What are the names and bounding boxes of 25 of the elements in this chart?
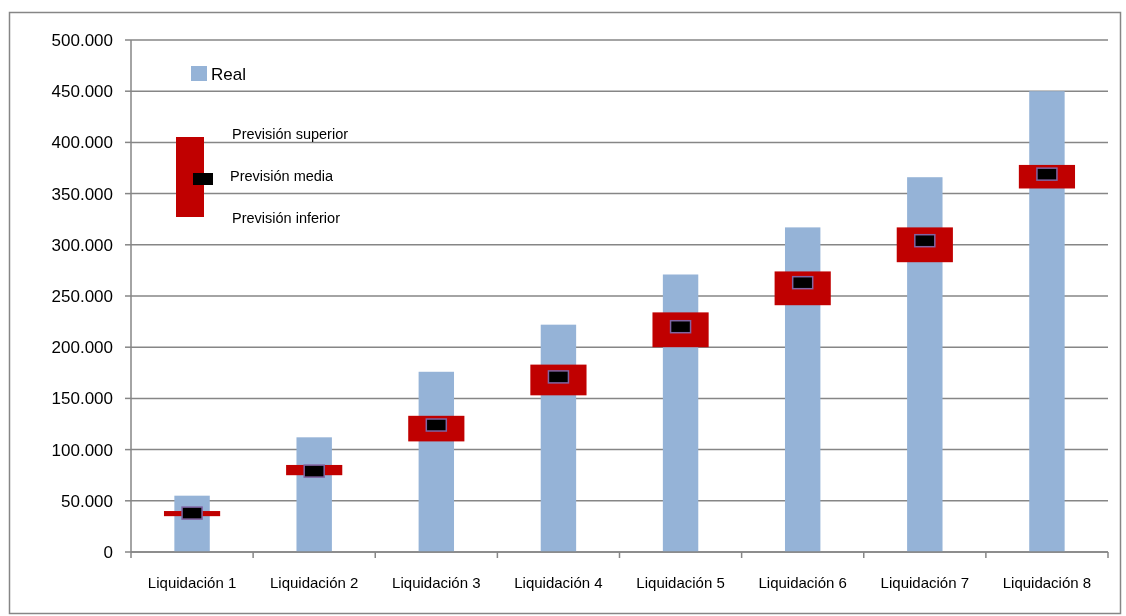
y-tick-label: 250.000 xyxy=(51,286,113,306)
legend-label: Previsión media xyxy=(230,168,335,184)
y-tick-label: 350.000 xyxy=(51,184,113,204)
y-tick-label: 50.000 xyxy=(61,491,113,511)
y-tick-label: 150.000 xyxy=(51,389,113,409)
x-tick-label: Liquidación 8 xyxy=(1002,574,1092,591)
y-tick-label: 200.000 xyxy=(51,338,113,358)
x-tick-label: Liquidación 2 xyxy=(269,574,359,591)
annotation: Previsión superior xyxy=(232,126,349,142)
y-tick-label: 450.000 xyxy=(51,82,113,102)
y-tick-label: 500.000 xyxy=(51,30,113,50)
x-tick-label: Liquidación 4 xyxy=(514,574,603,591)
annotation: Previsión inferior xyxy=(232,210,341,226)
x-tick-label: Liquidación 6 xyxy=(758,574,847,591)
y-tick-label: 400.000 xyxy=(51,133,113,153)
legend-label: Real xyxy=(211,65,246,84)
x-tick-label: Liquidación 3 xyxy=(392,574,481,591)
y-tick-label: 100.000 xyxy=(51,440,113,460)
bar xyxy=(1029,91,1065,552)
x-tick-label: Liquidación 1 xyxy=(147,574,237,591)
x-tick-label: Liquidación 5 xyxy=(636,574,725,591)
bar xyxy=(907,177,943,552)
y-tick-label: 0 xyxy=(103,542,113,562)
x-tick-label: Liquidación 7 xyxy=(880,574,970,591)
y-tick-label: 300.000 xyxy=(51,235,113,255)
